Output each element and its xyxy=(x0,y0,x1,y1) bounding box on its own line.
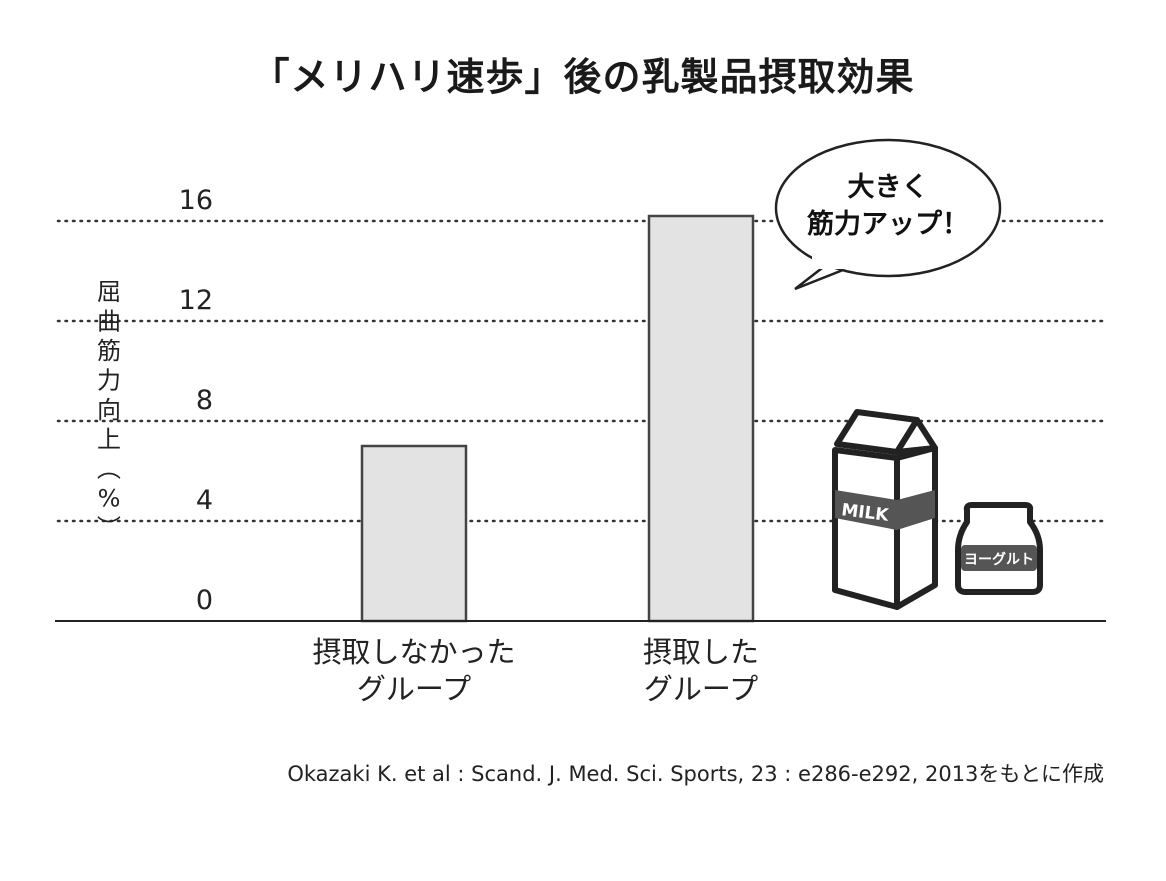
y-tick-0: 0 xyxy=(196,585,213,616)
category-label: グループ xyxy=(357,672,471,706)
y-label-char: 曲 xyxy=(97,308,121,336)
category-label: 摂取した xyxy=(643,635,759,669)
y-tick-labels: 0 4 8 12 16 xyxy=(179,185,213,616)
bar-2 xyxy=(647,214,755,623)
y-tick-8: 8 xyxy=(196,385,213,416)
y-label-char: （ xyxy=(94,456,122,480)
milk-carton-icon: MILK xyxy=(832,409,938,610)
y-label-char: ） xyxy=(94,515,122,539)
yogurt-label: ヨーグルト xyxy=(964,551,1034,568)
callout-line-2: 筋力アップ！ xyxy=(807,208,969,240)
y-tick-4: 4 xyxy=(196,485,213,516)
y-label-char: 力 xyxy=(97,367,121,395)
y-label-char: 向 xyxy=(97,396,121,424)
yogurt-cup-icon: ヨーグルト xyxy=(955,502,1043,595)
source-citation: Okazaki K. et al : Scand. J. Med. Sci. S… xyxy=(287,762,1104,786)
y-label-char: 上 xyxy=(97,426,121,454)
category-label: 摂取しなかった xyxy=(312,635,515,669)
y-label-char: 筋 xyxy=(97,337,121,365)
y-tick-16: 16 xyxy=(179,185,213,216)
bars xyxy=(360,214,755,623)
speech-bubble: 大きく 筋力アップ！ xyxy=(774,138,1002,291)
category-label: グループ xyxy=(644,672,758,706)
y-label-char: 屈 xyxy=(97,278,121,306)
y-tick-12: 12 xyxy=(179,285,213,316)
chart-title: 「メリハリ速歩」後の乳製品摂取効果 xyxy=(251,55,915,99)
y-label-char: % xyxy=(98,485,121,513)
bar-1 xyxy=(360,444,468,623)
callout-line-1: 大きく xyxy=(848,172,929,203)
